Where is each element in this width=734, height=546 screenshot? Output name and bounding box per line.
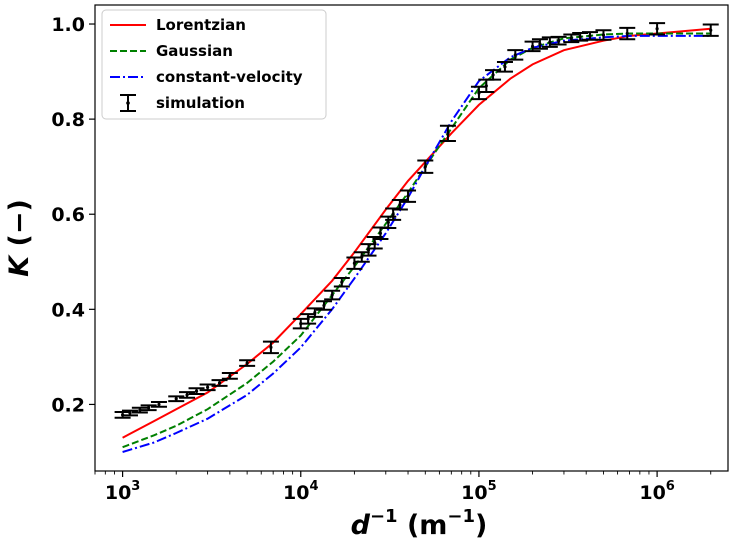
y-tick-label: 0.4 xyxy=(51,299,85,321)
simulation-point xyxy=(150,401,167,408)
simulation-point xyxy=(496,61,513,73)
y-tick-label: 0.8 xyxy=(51,109,85,131)
simulation-point xyxy=(121,409,138,417)
y-tick-label: 1.0 xyxy=(51,14,85,36)
simulation-point xyxy=(417,159,434,174)
simulation-point xyxy=(702,23,719,37)
x-axis: 103 104 105 106 xyxy=(94,471,712,504)
simulation-point xyxy=(531,38,548,50)
simulation-point xyxy=(179,391,196,399)
simulation-point xyxy=(221,372,238,380)
simulation-point xyxy=(400,189,417,203)
simulation-point xyxy=(485,69,502,81)
x-tick-label: 104 xyxy=(283,479,319,504)
y-tick-label: 0.6 xyxy=(51,204,85,226)
plot-frame xyxy=(94,4,729,472)
simulation-point xyxy=(168,395,185,403)
simulation-point xyxy=(315,300,332,311)
simulation-point xyxy=(391,198,408,211)
simulation-point xyxy=(188,387,205,395)
x-tick-label: 103 xyxy=(105,479,141,504)
simulation-point xyxy=(131,406,148,414)
simulation-point xyxy=(649,22,666,36)
y-tick-label: 0.2 xyxy=(51,394,85,416)
legend-label-constant-velocity: constant-velocity xyxy=(156,68,303,86)
simulation-point xyxy=(300,313,317,325)
x-tick-label: 105 xyxy=(461,479,497,504)
simulation-point xyxy=(239,359,256,367)
simulation-point xyxy=(581,31,598,41)
simulation-point xyxy=(439,124,456,142)
legend-label-lorentzian: Lorentzian xyxy=(156,16,246,34)
x-tick-label: 106 xyxy=(639,479,675,504)
y-axis: 0.2 0.4 0.6 0.8 1.0 xyxy=(51,14,95,416)
simulation-points xyxy=(114,22,719,419)
y-axis-label: K (−) xyxy=(4,199,35,277)
simulation-point xyxy=(346,256,363,270)
simulation-point xyxy=(199,383,216,392)
simulation-point xyxy=(550,35,567,46)
legend-swatch-simulation xyxy=(120,94,136,112)
simulation-point xyxy=(306,307,323,318)
x-axis-label: d−1 (m−1) xyxy=(351,506,488,541)
legend-label-gaussian: Gaussian xyxy=(156,42,233,60)
simulation-point xyxy=(324,289,341,301)
legend: Lorentzian Gaussian constant-velocity si… xyxy=(101,9,327,120)
legend-frame xyxy=(101,9,327,120)
simulation-point xyxy=(507,49,524,61)
simulation-point xyxy=(262,340,279,355)
simulation-point xyxy=(563,33,580,44)
simulation-point xyxy=(595,29,612,41)
simulation-point xyxy=(211,379,228,387)
simulation-point xyxy=(619,26,636,41)
simulation-point xyxy=(333,276,350,288)
simulation-point xyxy=(140,404,157,412)
legend-label-simulation: simulation xyxy=(156,94,245,112)
